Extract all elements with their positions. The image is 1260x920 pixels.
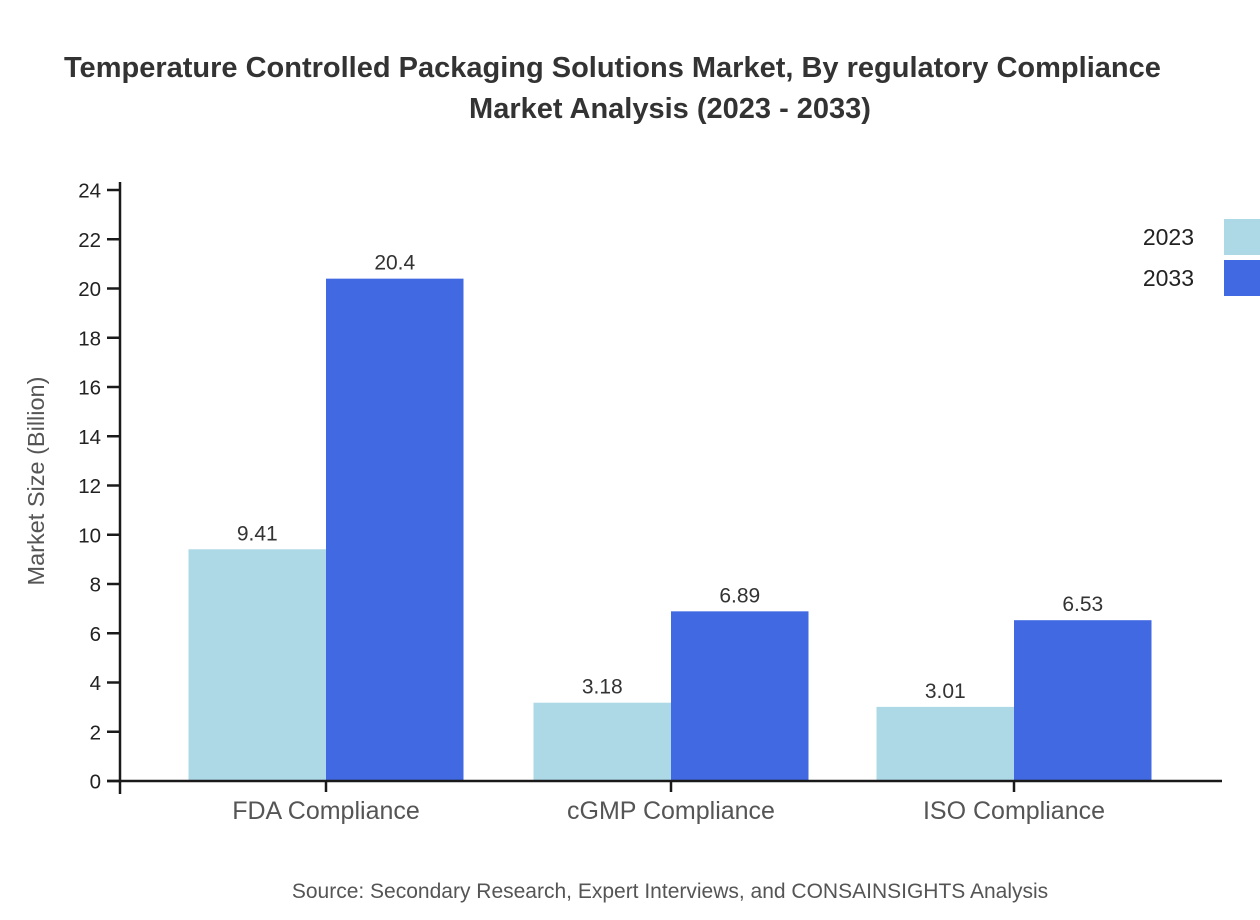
legend: 2023 2033 bbox=[1080, 219, 1260, 296]
legend-item-2033: 2033 bbox=[1080, 260, 1260, 296]
legend-label-2033: 2033 bbox=[1142, 265, 1194, 291]
chart-title-line1: Temperature Controlled Packaging Solutio… bbox=[64, 52, 1161, 84]
source-note: Source: Secondary Research, Expert Inter… bbox=[291, 880, 1049, 903]
legend-item-2023: 2023 bbox=[1080, 219, 1260, 255]
y-tick-label-12: 12 bbox=[78, 475, 101, 498]
y-axis-label: Market Size (Billion) bbox=[23, 376, 49, 586]
y-tick-label-22: 22 bbox=[78, 229, 101, 252]
bar-2033-fda-compliance bbox=[326, 278, 464, 781]
y-tick-label-2: 2 bbox=[90, 721, 101, 744]
legend-swatch-2023-icon bbox=[1224, 219, 1260, 255]
legend-label-2023: 2023 bbox=[1142, 224, 1194, 250]
y-tick-label-10: 10 bbox=[78, 524, 101, 547]
value-label-2023-cgmp-compliance: 3.18 bbox=[582, 676, 623, 699]
bar-2023-fda-compliance bbox=[188, 549, 326, 781]
chart-title-line2: Market Analysis (2023 - 2033) bbox=[469, 93, 871, 125]
value-label-2033-fda-compliance: 20.4 bbox=[374, 252, 415, 275]
y-tick-label-4: 4 bbox=[90, 672, 101, 695]
bar-2033-iso-compliance bbox=[1014, 620, 1152, 781]
y-tick-label-24: 24 bbox=[78, 180, 101, 203]
x-category-label-cgmp-compliance: cGMP Compliance bbox=[567, 797, 775, 825]
value-label-2033-cgmp-compliance: 6.89 bbox=[719, 584, 760, 607]
value-label-2033-iso-compliance: 6.53 bbox=[1062, 593, 1103, 616]
bar-2023-cgmp-compliance bbox=[533, 702, 671, 781]
y-tick-label-16: 16 bbox=[78, 377, 101, 400]
legend-swatch-2033-icon bbox=[1224, 260, 1260, 296]
chart-title: Temperature Controlled Packaging Solutio… bbox=[0, 48, 1260, 130]
x-category-label-iso-compliance: ISO Compliance bbox=[923, 797, 1105, 825]
y-tick-label-6: 6 bbox=[90, 623, 101, 646]
y-tick-label-20: 20 bbox=[78, 278, 101, 301]
bar-2023-iso-compliance bbox=[876, 706, 1014, 781]
value-label-2023-iso-compliance: 3.01 bbox=[925, 680, 966, 703]
value-label-2023-fda-compliance: 9.41 bbox=[237, 522, 278, 545]
x-category-label-fda-compliance: FDA Compliance bbox=[232, 797, 420, 825]
y-tick-label-18: 18 bbox=[78, 327, 101, 350]
y-tick-label-8: 8 bbox=[90, 574, 101, 597]
bar-2033-cgmp-compliance bbox=[671, 611, 809, 781]
y-tick-label-14: 14 bbox=[78, 426, 101, 449]
y-tick-label-0: 0 bbox=[90, 771, 101, 794]
